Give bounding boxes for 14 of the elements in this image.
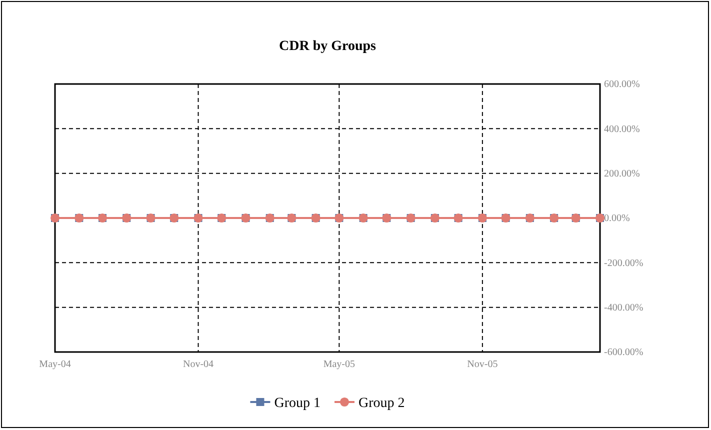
legend-label: Group 2	[358, 396, 405, 411]
y-tick-label: 400.00%	[604, 124, 640, 135]
x-tick-label: Nov-04	[182, 359, 214, 370]
y-tick-label: -400.00%	[604, 302, 644, 314]
y-tick-label: -600.00%	[604, 347, 644, 358]
x-tick-label: Nov-05	[467, 359, 498, 370]
y-tick-label: 200.00%	[604, 168, 640, 180]
x-tick-label: May-04	[39, 359, 71, 370]
y-tick-label: -200.00%	[604, 258, 644, 269]
y-tick-label: 600.00%	[604, 79, 640, 90]
chart-title: CDR by Groups	[279, 39, 377, 54]
legend-label: Group 1	[274, 396, 320, 411]
x-tick-label: May-05	[323, 359, 356, 370]
y-tick-label: 0.00%	[604, 213, 630, 224]
